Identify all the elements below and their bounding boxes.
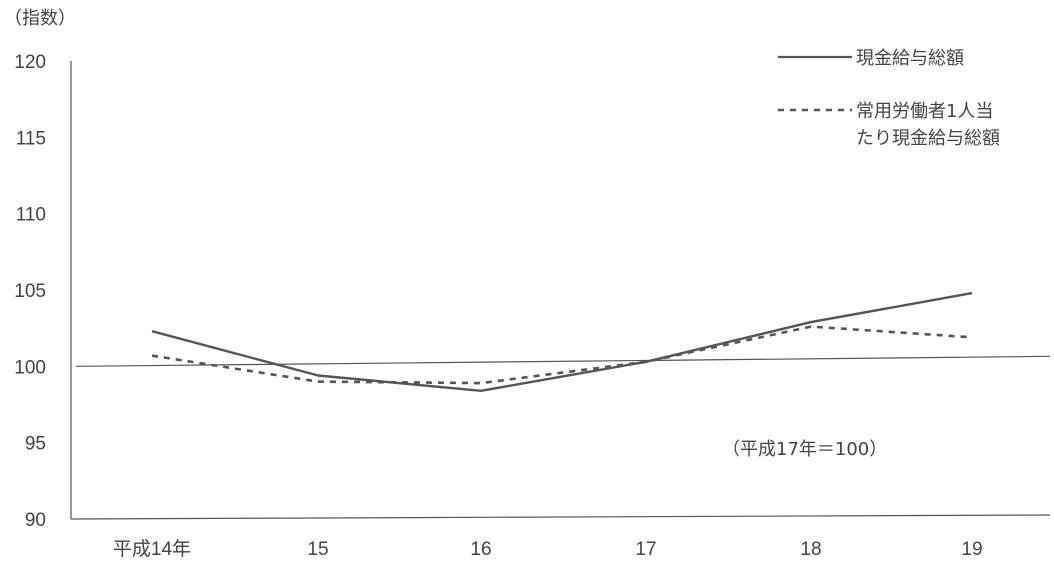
x-tick-label: 17 [635, 539, 656, 560]
y-axis-ticks: 120 115 110 105 100 95 90 [14, 52, 46, 531]
base-year-annotation: （平成17年＝100） [722, 439, 887, 460]
y-tick-label: 110 [16, 205, 46, 226]
legend-solid-label: 現金給与総額 [856, 48, 964, 69]
y-axis-label: （指数） [4, 8, 76, 29]
series-line-per-worker-wages [151, 325, 973, 385]
y-tick-label: 115 [16, 128, 46, 149]
x-tick-label: 15 [307, 539, 328, 560]
x-tick-label: 16 [470, 539, 491, 560]
y-tick-label: 120 [14, 52, 46, 73]
legend-dashed-label-line1: 常用労働者1人当 [856, 101, 993, 122]
y-tick-label: 90 [25, 510, 46, 531]
legend-dashed-label-line2: たり現金給与総額 [856, 128, 1000, 149]
y-tick-label: 105 [14, 281, 46, 302]
legend: 現金給与総額 常用労働者1人当 たり現金給与総額 [778, 48, 1000, 149]
series-line-total-wages [151, 291, 973, 392]
x-axis-line [70, 514, 1051, 520]
x-tick-label: 19 [961, 539, 982, 560]
baseline-100-line [75, 355, 1051, 367]
y-tick-label: 100 [14, 357, 46, 378]
x-tick-label: 18 [800, 539, 821, 560]
x-axis-ticks: 平成14年 15 16 17 18 19 [113, 538, 983, 560]
y-tick-label: 95 [25, 434, 46, 455]
x-tick-label: 平成14年 [113, 538, 191, 560]
series-lines [151, 291, 973, 392]
